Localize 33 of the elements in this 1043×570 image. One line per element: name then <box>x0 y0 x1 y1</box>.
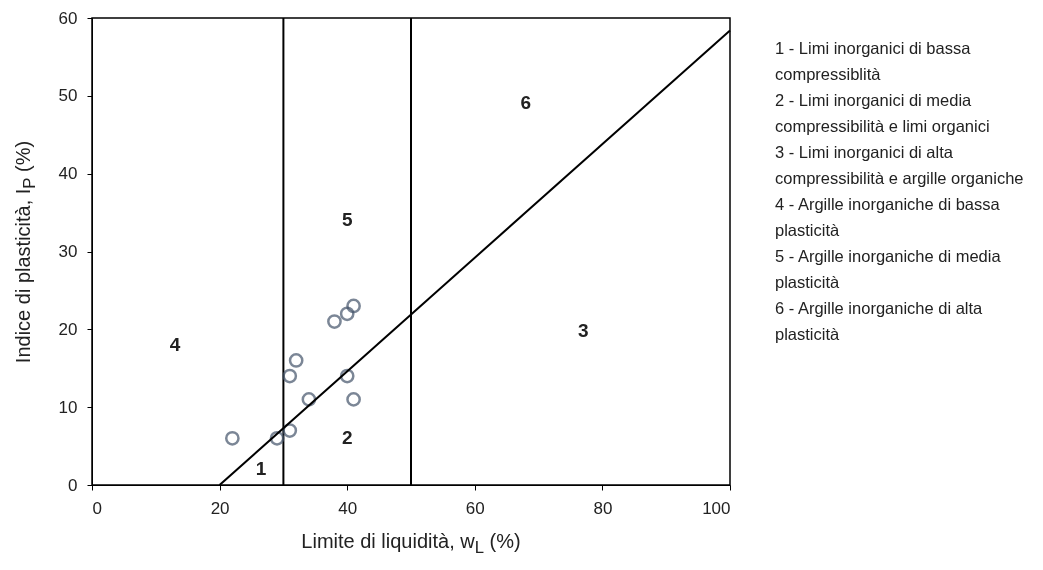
y-tick-label: 20 <box>58 319 78 339</box>
point <box>346 392 361 407</box>
x-tick-label: 0 <box>92 498 102 518</box>
x-tick-label: 40 <box>338 498 358 518</box>
point <box>224 430 240 446</box>
annotation: 6 <box>520 92 532 115</box>
text: 1 - Limi inorganici di bassa compressiblità <box>775 38 972 85</box>
y-tick-label: 50 <box>58 86 78 106</box>
y-tick-label: 30 <box>58 242 78 261</box>
point <box>327 314 342 329</box>
annotation: 2 <box>341 427 353 450</box>
y-tick-label: 0 <box>68 475 78 495</box>
y-tick-label: 40 <box>58 164 78 184</box>
text: 3 - Limi inorganici di alta compressibilità e argille organiche <box>775 142 1025 189</box>
x-tick-label: 80 <box>593 498 613 518</box>
x-axis-title: Limite di liquidità, w$_{L}$ (%) <box>300 530 522 558</box>
y-tick-label: 60 <box>58 8 78 28</box>
point <box>282 368 298 384</box>
annotation: 5 <box>341 209 353 232</box>
point <box>346 298 361 314</box>
x-tick-label: 20 <box>210 498 230 518</box>
annotation: 4 <box>169 333 181 356</box>
point <box>288 353 304 368</box>
y-tick-label: 10 <box>58 397 78 417</box>
annotation: 1 <box>255 457 267 480</box>
x-tick-label: 100 <box>702 498 731 518</box>
text: 5 - Argille inorganiche di media plasticità <box>775 246 1002 293</box>
text: 6 - Argille inorganiche di alta plasticità <box>775 298 984 345</box>
text: 4 - Argille inorganiche di bassa plasticità <box>775 194 1001 241</box>
text: 2 - Limi inorganici di media compressibilità e limi organici <box>775 90 991 137</box>
x-tick-label: 60 <box>465 498 485 518</box>
point <box>339 306 355 322</box>
annotation: 3 <box>577 319 589 342</box>
